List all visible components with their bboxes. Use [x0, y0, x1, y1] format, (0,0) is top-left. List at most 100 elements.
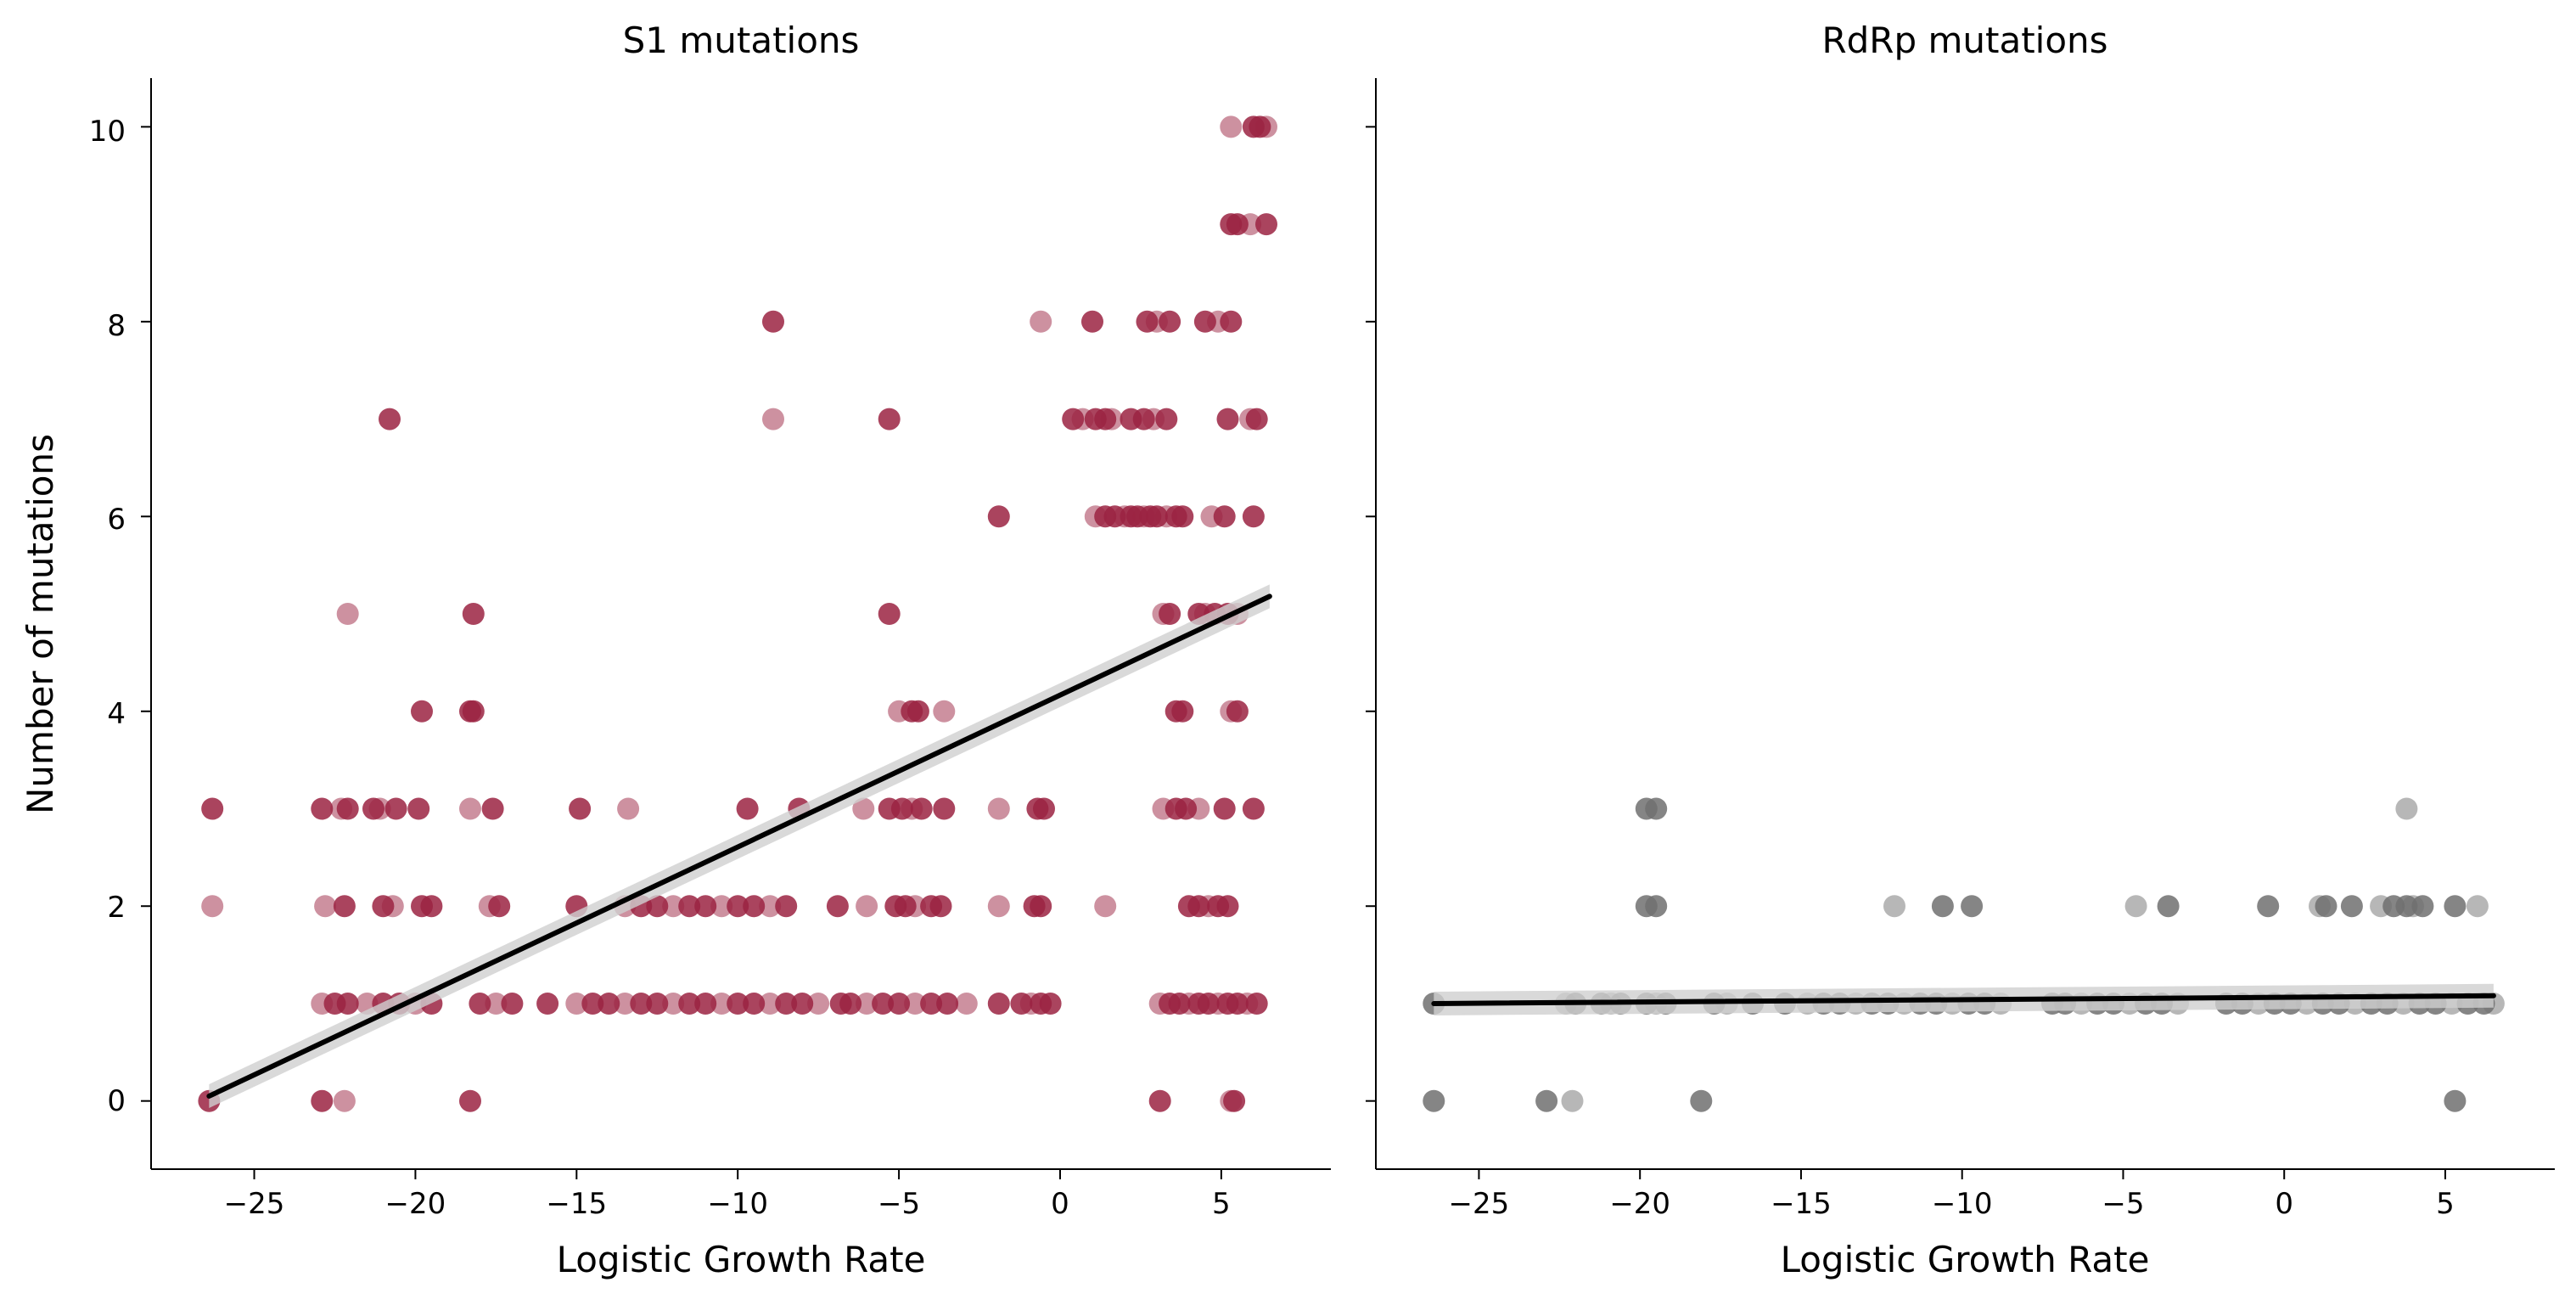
data-point: [2257, 895, 2280, 918]
data-point: [1961, 895, 1984, 918]
data-point: [1245, 993, 1268, 1015]
data-point: [762, 408, 784, 430]
data-point: [536, 993, 559, 1015]
x-tick-label: −15: [1771, 1187, 1832, 1221]
data-point: [791, 993, 814, 1015]
data-point: [856, 895, 878, 918]
data-point: [485, 993, 508, 1015]
x-tick-label: −10: [707, 1187, 768, 1221]
chart-panel-rdrp: RdRp mutations Logistic Growth Rate −25 −…: [1366, 20, 2555, 1280]
x-axis-label: Logistic Growth Rate: [1781, 1239, 2150, 1280]
data-point: [2466, 895, 2489, 918]
data-point: [910, 797, 933, 820]
data-point: [336, 993, 359, 1015]
data-point: [1171, 700, 1194, 723]
data-point: [878, 603, 901, 625]
data-point: [2340, 895, 2363, 918]
data-point: [646, 993, 669, 1015]
data-point: [987, 505, 1010, 528]
data-point: [2315, 895, 2337, 918]
chart-title: S1 mutations: [623, 20, 860, 61]
data-point: [1216, 895, 1239, 918]
data-point: [878, 408, 901, 430]
regression-line: [206, 593, 1272, 1099]
data-point: [501, 993, 524, 1015]
data-point: [1242, 505, 1265, 528]
data-point: [987, 797, 1010, 820]
data-point: [662, 895, 685, 918]
data-point: [598, 993, 620, 1015]
data-point: [379, 408, 401, 430]
data-point: [1255, 115, 1277, 138]
x-tick-label: −25: [1449, 1187, 1510, 1221]
data-point: [2395, 797, 2418, 820]
data-point: [826, 895, 849, 918]
data-point: [1645, 797, 1668, 820]
data-point: [1255, 213, 1277, 236]
data-point: [694, 993, 717, 1015]
data-point: [839, 993, 862, 1015]
data-point: [488, 895, 511, 918]
data-point: [617, 797, 640, 820]
data-point: [2124, 895, 2147, 918]
data-point: [759, 993, 782, 1015]
data-point: [1645, 895, 1668, 918]
data-point: [459, 700, 481, 723]
data-point: [929, 895, 952, 918]
data-point: [856, 993, 878, 1015]
data-point: [1226, 700, 1249, 723]
data-point: [336, 603, 359, 625]
data-point: [384, 797, 407, 820]
regression-line: [1431, 993, 2496, 1006]
data-point: [614, 993, 637, 1015]
data-point: [933, 797, 956, 820]
data-point: [581, 993, 604, 1015]
data-point: [987, 993, 1010, 1015]
data-point: [1100, 408, 1123, 430]
data-point: [1159, 310, 1181, 333]
data-point: [1883, 895, 1905, 918]
data-point: [1220, 310, 1243, 333]
y-tick-label: 4: [107, 697, 126, 731]
data-point: [743, 993, 766, 1015]
data-point: [736, 797, 759, 820]
x-tick-label: −5: [878, 1187, 920, 1221]
data-point: [381, 895, 404, 918]
data-point: [807, 993, 830, 1015]
data-point: [459, 1089, 481, 1112]
data-point: [1148, 1089, 1171, 1112]
data-point: [1213, 505, 1236, 528]
data-point: [904, 895, 927, 918]
y-tick-label: 2: [107, 891, 126, 925]
data-point: [1220, 115, 1243, 138]
data-point: [888, 993, 911, 1015]
data-point: [1030, 895, 1052, 918]
y-tick-label: 8: [107, 309, 126, 343]
data-point: [1187, 797, 1210, 820]
data-point: [420, 895, 443, 918]
data-point: [1239, 213, 1262, 236]
y-tick-labels: 0 2 4 6 8 10: [89, 115, 126, 1118]
data-point: [311, 1089, 334, 1112]
data-point: [759, 895, 782, 918]
x-tick-label: −25: [224, 1187, 285, 1221]
x-tick-label: 0: [2275, 1187, 2293, 1221]
data-point: [872, 993, 895, 1015]
data-point: [1094, 895, 1117, 918]
data-point: [710, 895, 733, 918]
data-point: [743, 895, 766, 918]
y-tick-label: 0: [107, 1084, 126, 1118]
data-point: [1245, 408, 1268, 430]
data-point: [678, 993, 701, 1015]
data-point: [1535, 1089, 1558, 1112]
data-point: [1030, 310, 1052, 333]
y-tick-label: 6: [107, 503, 126, 537]
x-tick-label: −15: [546, 1187, 607, 1221]
data-point: [694, 895, 717, 918]
data-point: [630, 993, 653, 1015]
data-point: [920, 993, 943, 1015]
scatter-points: [198, 115, 1277, 1112]
data-point: [481, 797, 504, 820]
data-point: [955, 993, 978, 1015]
